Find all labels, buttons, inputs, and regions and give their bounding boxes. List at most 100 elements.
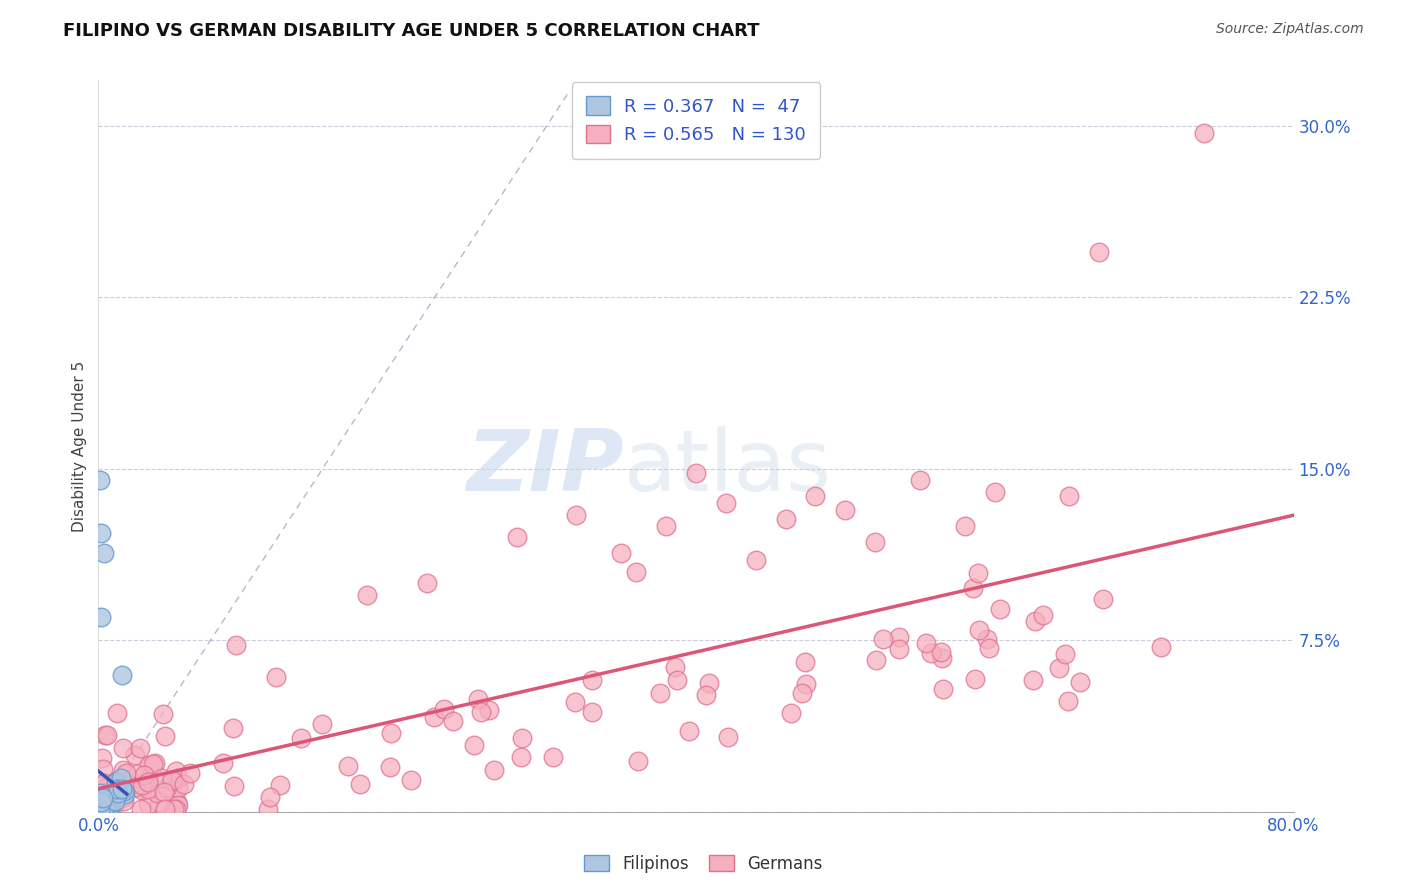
- Point: [167, 780, 190, 795]
- Point: [1032, 608, 1054, 623]
- Point: [89, 786, 111, 800]
- Point: [953, 519, 976, 533]
- Point: [97, 788, 120, 802]
- Point: [118, 773, 141, 788]
- Point: [1021, 673, 1043, 687]
- Point: [378, 760, 401, 774]
- Point: [963, 673, 986, 687]
- Legend: R = 0.367   N =  47, R = 0.565   N = 130: R = 0.367 N = 47, R = 0.565 N = 130: [572, 82, 820, 159]
- Point: [91, 794, 114, 808]
- Point: [155, 802, 177, 816]
- Legend: Filipinos, Germans: Filipinos, Germans: [576, 848, 830, 880]
- Point: [120, 772, 142, 787]
- Point: [610, 546, 633, 560]
- Point: [648, 685, 671, 699]
- Point: [865, 653, 887, 667]
- Point: [131, 783, 153, 797]
- Point: [91, 797, 114, 811]
- Point: [1053, 647, 1076, 661]
- Point: [98, 799, 121, 814]
- Point: [914, 636, 936, 650]
- Point: [167, 772, 190, 786]
- Point: [931, 681, 953, 696]
- Text: FILIPINO VS GERMAN DISABILITY AGE UNDER 5 CORRELATION CHART: FILIPINO VS GERMAN DISABILITY AGE UNDER …: [63, 22, 759, 40]
- Point: [699, 676, 721, 690]
- Point: [94, 780, 117, 795]
- Point: [96, 804, 118, 818]
- Point: [103, 789, 125, 803]
- Point: [114, 787, 136, 801]
- Point: [104, 780, 127, 795]
- Point: [269, 778, 291, 792]
- Point: [581, 705, 603, 719]
- Point: [714, 496, 737, 510]
- Point: [627, 755, 650, 769]
- Y-axis label: Disability Age Under 5: Disability Age Under 5: [72, 360, 87, 532]
- Point: [93, 799, 115, 814]
- Point: [834, 503, 856, 517]
- Point: [695, 688, 717, 702]
- Point: [1049, 660, 1071, 674]
- Point: [93, 776, 115, 790]
- Point: [89, 803, 111, 817]
- Point: [510, 731, 533, 745]
- Point: [153, 729, 176, 743]
- Point: [90, 804, 112, 818]
- Point: [222, 721, 245, 735]
- Point: [162, 774, 184, 789]
- Point: [138, 757, 160, 772]
- Point: [94, 799, 117, 814]
- Point: [152, 707, 174, 722]
- Point: [105, 774, 128, 789]
- Point: [506, 530, 529, 544]
- Point: [356, 588, 378, 602]
- Point: [98, 801, 121, 815]
- Text: ZIP: ZIP: [467, 426, 624, 509]
- Point: [110, 771, 132, 785]
- Point: [111, 781, 134, 796]
- Point: [143, 756, 166, 770]
- Point: [90, 795, 112, 809]
- Point: [90, 751, 112, 765]
- Point: [131, 778, 153, 792]
- Point: [988, 602, 1011, 616]
- Point: [138, 776, 160, 790]
- Point: [138, 772, 160, 786]
- Point: [136, 797, 159, 811]
- Point: [105, 782, 128, 797]
- Point: [107, 786, 129, 800]
- Point: [336, 759, 359, 773]
- Point: [90, 610, 112, 624]
- Point: [865, 535, 887, 549]
- Text: Source: ZipAtlas.com: Source: ZipAtlas.com: [1216, 22, 1364, 37]
- Point: [89, 802, 111, 816]
- Point: [112, 784, 135, 798]
- Point: [90, 799, 112, 814]
- Point: [509, 750, 531, 764]
- Point: [104, 780, 127, 795]
- Point: [565, 508, 588, 522]
- Point: [745, 553, 768, 567]
- Text: atlas: atlas: [624, 426, 832, 509]
- Point: [91, 804, 114, 818]
- Point: [564, 695, 586, 709]
- Point: [96, 728, 118, 742]
- Point: [1069, 675, 1091, 690]
- Point: [416, 576, 439, 591]
- Point: [678, 724, 700, 739]
- Point: [962, 581, 984, 595]
- Point: [101, 797, 124, 811]
- Point: [349, 777, 371, 791]
- Point: [423, 710, 446, 724]
- Point: [931, 651, 953, 665]
- Point: [93, 546, 115, 560]
- Point: [664, 660, 686, 674]
- Point: [160, 772, 183, 787]
- Point: [780, 706, 803, 720]
- Point: [148, 795, 170, 809]
- Point: [98, 803, 121, 817]
- Point: [401, 772, 423, 787]
- Point: [311, 716, 333, 731]
- Point: [111, 667, 134, 681]
- Point: [156, 780, 179, 794]
